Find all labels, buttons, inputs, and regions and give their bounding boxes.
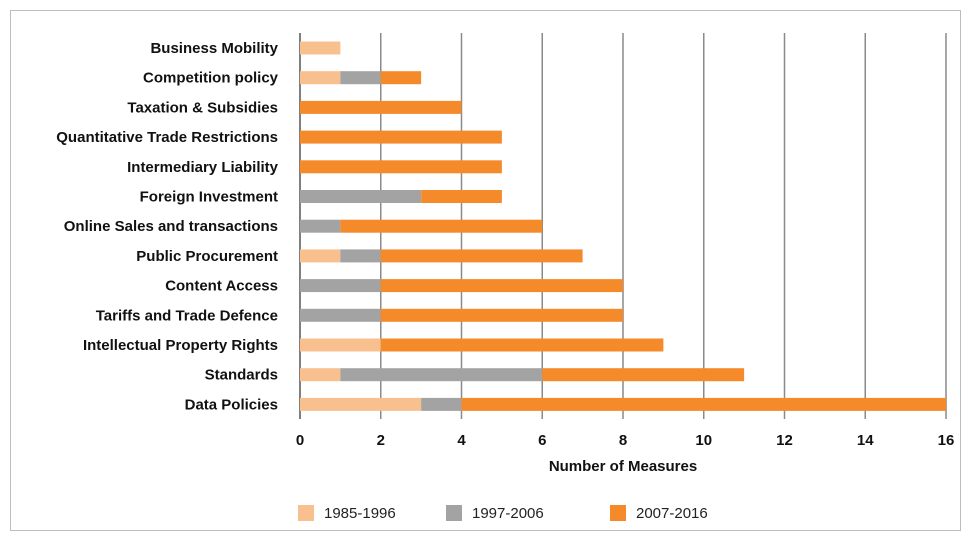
bar-segment-2007-2016: [421, 190, 502, 203]
bar-segment-2007-2016: [300, 100, 462, 114]
bar-segment-1985-1996: [300, 71, 341, 85]
category-label: Quantitative Trade Restrictions: [56, 129, 278, 146]
bar-segment-2007-2016: [300, 130, 502, 144]
x-tick-label: 14: [857, 432, 874, 449]
category-label: Taxation & Subsidies: [127, 99, 278, 116]
bar-segment-2007-2016: [380, 249, 583, 263]
bar-segment-1997-2006: [340, 249, 381, 263]
category-label: Intermediary Liability: [127, 159, 279, 176]
category-label: Online Sales and transactions: [64, 218, 278, 235]
bar-segment-1997-2006: [340, 368, 543, 382]
x-tick-label: 0: [296, 432, 304, 449]
bar-segment-1985-1996: [300, 368, 341, 382]
legend-label: 2007-2016: [636, 505, 708, 522]
category-label: Public Procurement: [136, 248, 278, 265]
x-tick-label: 6: [538, 432, 546, 449]
bar-segment-1997-2006: [300, 308, 381, 322]
category-labels: Business Mobility Competition policy Taxat…: [56, 40, 278, 413]
bar-segment-2007-2016: [380, 279, 623, 293]
category-label: Competition policy: [143, 70, 279, 87]
legend-label: 1985-1996: [324, 505, 396, 522]
x-tick-label: 16: [938, 432, 955, 449]
legend: 1985-1996 1997-2006 2007-2016: [298, 505, 708, 522]
legend-label: 1997-2006: [472, 505, 544, 522]
bar-segment-2007-2016: [380, 308, 623, 322]
bar-segment-1997-2006: [300, 279, 381, 293]
legend-swatch: [446, 505, 462, 521]
legend-swatch: [610, 505, 626, 521]
bar-segment-2007-2016: [542, 368, 745, 382]
x-tick-label: 12: [776, 432, 793, 449]
bar-segment-1985-1996: [300, 397, 422, 411]
category-label: Foreign Investment: [140, 189, 278, 206]
category-label: Business Mobility: [150, 40, 278, 57]
x-tick-label: 2: [377, 432, 385, 449]
legend-swatch: [298, 505, 314, 521]
category-label: Tariffs and Trade Defence: [96, 307, 278, 324]
bar-segment-1985-1996: [300, 249, 341, 263]
x-tick-labels: 0 2 4 6 8 10 12 14 16: [296, 432, 955, 449]
category-label: Intellectual Property Rights: [83, 337, 278, 354]
category-label: Content Access: [165, 278, 278, 295]
x-tick-label: 10: [695, 432, 712, 449]
x-tick-label: 4: [457, 432, 466, 449]
bars: [300, 41, 946, 411]
bar-segment-2007-2016: [461, 397, 946, 411]
bar-segment-2007-2016: [340, 219, 543, 233]
bar-segment-1997-2006: [300, 190, 422, 203]
x-axis-title: Number of Measures: [549, 458, 697, 475]
bar-segment-1985-1996: [300, 338, 381, 352]
chart-frame: [10, 10, 961, 531]
gridlines: [299, 33, 947, 419]
bar-segment-2007-2016: [380, 338, 664, 352]
bar-segment-2007-2016: [380, 71, 422, 85]
x-tick-label: 8: [619, 432, 627, 449]
bar-segment-1985-1996: [300, 41, 341, 55]
bar-segment-2007-2016: [300, 160, 502, 174]
bar-segment-1997-2006: [340, 71, 381, 85]
category-label: Standards: [205, 367, 278, 384]
bar-segment-1997-2006: [421, 397, 462, 411]
category-label: Data Policies: [185, 396, 278, 413]
bar-segment-1997-2006: [300, 219, 341, 233]
